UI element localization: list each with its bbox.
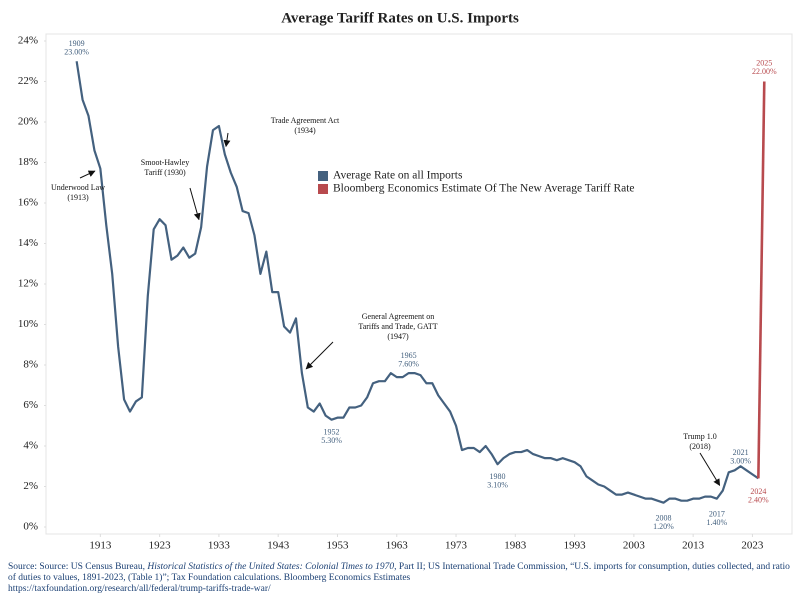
point-label-value: 3.10% [487, 481, 508, 490]
legend-label: Bloomberg Economics Estimate Of The New … [333, 183, 635, 195]
y-tick-label: 22% [18, 75, 38, 87]
point-label-year: 1952 [324, 428, 340, 437]
y-tick-label: 8% [23, 359, 38, 371]
point-label-value: 5.30% [321, 436, 342, 445]
x-tick-label: 2013 [682, 540, 705, 552]
event-arrow [305, 341, 334, 370]
event-label: Underwood Law [51, 183, 105, 192]
x-tick-label: 2003 [623, 540, 646, 552]
source-text: , Part II; US International Trade Commis… [8, 562, 790, 583]
source-url: https://taxfoundation.org/research/all/f… [8, 584, 271, 594]
y-tick-label: 6% [23, 399, 38, 411]
y-tick-label: 14% [18, 237, 38, 249]
point-label-year: 1980 [490, 472, 506, 481]
point-label-value: 22.00% [752, 67, 777, 76]
point-label-year: 2008 [656, 514, 672, 523]
x-tick-label: 2023 [741, 540, 764, 552]
series-line [757, 81, 766, 479]
point-label-value: 1.20% [653, 522, 674, 531]
y-tick-label: 10% [18, 318, 38, 330]
event-label: Trade Agreement Act [271, 116, 340, 125]
y-tick-label: 24% [18, 35, 38, 47]
x-tick-label: 1963 [386, 540, 409, 552]
event-arrow [223, 132, 231, 148]
legend-label: Average Rate on all Imports [333, 170, 463, 182]
point-label-year: 2017 [709, 509, 725, 518]
event-label: General Agreement on [362, 312, 434, 321]
x-tick-label: 1973 [445, 540, 468, 552]
point-label-value: 2.40% [748, 496, 769, 505]
point-label-year: 2024 [750, 487, 766, 496]
legend-swatch [318, 171, 328, 181]
point-label-value: 23.00% [64, 48, 89, 57]
event-label: (1934) [294, 126, 316, 135]
point-label-value: 3.00% [730, 457, 751, 466]
source-text: Source: Source: US Census Bureau, [8, 562, 148, 572]
y-tick-label: 20% [18, 116, 38, 128]
point-label-year: 1965 [401, 351, 417, 360]
event-label: Tariffs and Trade, GATT [358, 322, 437, 331]
y-tick-label: 2% [23, 480, 38, 492]
event-label: (1913) [67, 193, 89, 202]
point-label-year: 1909 [69, 39, 85, 48]
x-tick-label: 1943 [267, 540, 290, 552]
legend-swatch [318, 184, 328, 194]
source-text: Historical Statistics of the United Stat… [147, 562, 395, 572]
source-note: Source: Source: US Census Bureau, Histor… [8, 562, 792, 595]
chart-title: Average Tariff Rates on U.S. Imports [281, 10, 519, 26]
event-arrow [699, 452, 721, 487]
point-label-value: 1.40% [707, 518, 728, 527]
series-line [75, 61, 759, 504]
x-tick-label: 1923 [149, 540, 172, 552]
x-tick-label: 1993 [564, 540, 587, 552]
y-tick-label: 4% [23, 440, 38, 452]
event-arrow [189, 187, 201, 221]
point-label-year: 2021 [733, 448, 749, 457]
chart: Average Tariff Rates on U.S. Imports 0% 2… [18, 10, 793, 552]
y-tick-label: 12% [18, 278, 38, 290]
y-tick-label: 0% [23, 521, 38, 533]
event-label: Trump 1.0 [683, 432, 717, 441]
x-tick-label: 1983 [504, 540, 527, 552]
point-label-year: 2025 [756, 58, 772, 67]
event-label: Smoot-Hawley [141, 158, 189, 167]
event-label: Tariff (1930) [144, 168, 186, 177]
event-label: (1947) [387, 332, 409, 341]
x-tick-label: 1913 [89, 540, 112, 552]
y-tick-label: 16% [18, 197, 38, 209]
y-tick-label: 18% [18, 156, 38, 168]
event-label: (2018) [689, 442, 711, 451]
event-arrow [79, 170, 96, 179]
point-label-value: 7.60% [398, 359, 419, 368]
x-tick-label: 1953 [326, 540, 349, 552]
x-tick-label: 1933 [208, 540, 231, 552]
plot-frame [45, 33, 793, 535]
